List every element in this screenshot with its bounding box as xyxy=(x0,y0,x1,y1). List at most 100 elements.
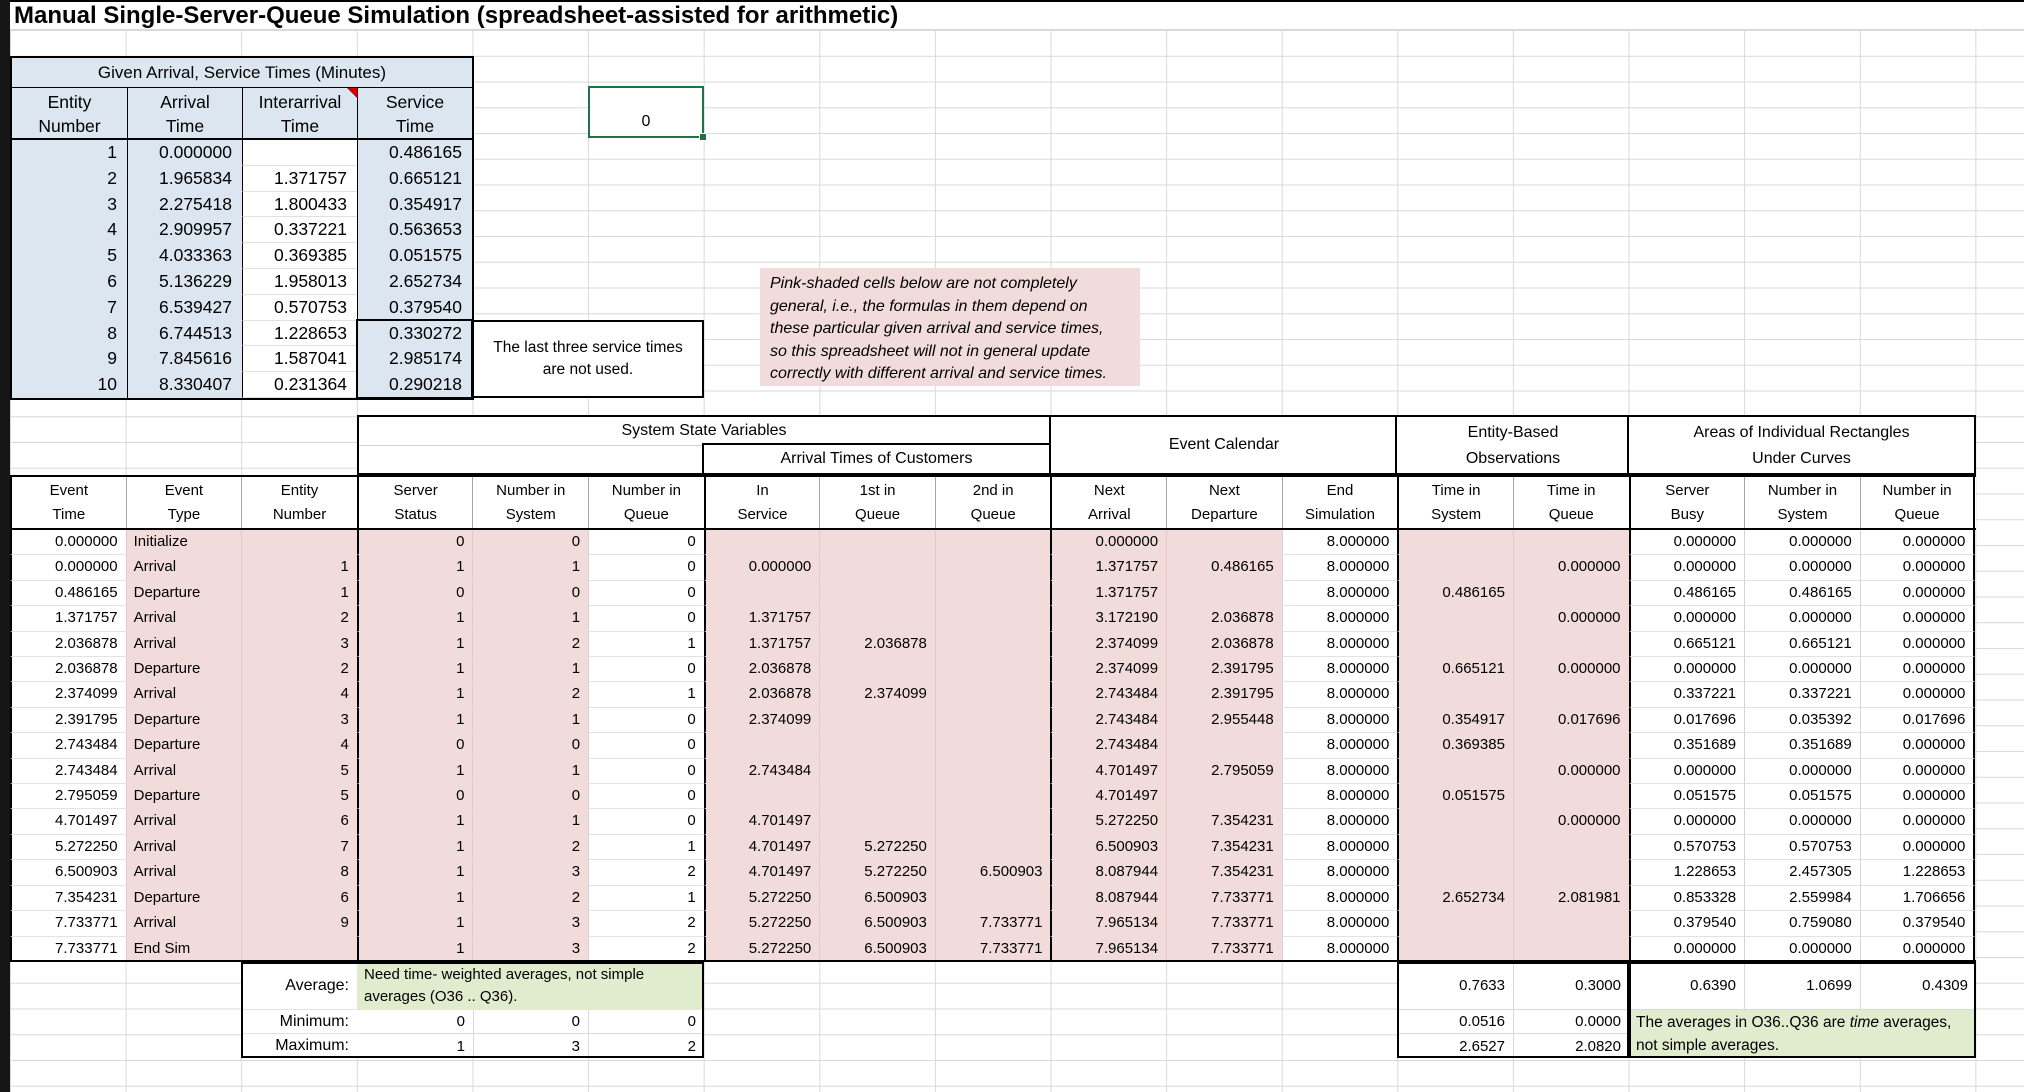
cell[interactable] xyxy=(934,580,1051,607)
cell[interactable]: 2.743484 xyxy=(1050,707,1167,734)
cell[interactable]: 9 xyxy=(241,911,357,937)
cell[interactable]: 0.4309 xyxy=(1860,962,1976,1010)
cell[interactable] xyxy=(934,682,1051,708)
column-header[interactable]: Event Time xyxy=(10,477,126,528)
cell[interactable]: 1.228653 xyxy=(1859,860,1976,886)
cell[interactable]: 5.272250 xyxy=(1050,809,1167,835)
cell[interactable]: 2 xyxy=(241,657,357,683)
cell[interactable] xyxy=(1512,936,1629,962)
cell[interactable]: 0.000000 xyxy=(1628,809,1745,835)
cell[interactable]: 2.036878 xyxy=(10,631,126,658)
cell[interactable]: 6.539427 xyxy=(127,294,242,321)
cell[interactable]: 0.486165 xyxy=(1744,580,1860,607)
cell[interactable]: 0.354917 xyxy=(1397,707,1513,734)
cell[interactable]: Arrival xyxy=(125,834,242,861)
cell[interactable]: 2.795059 xyxy=(1166,758,1282,785)
cell[interactable] xyxy=(1166,784,1282,810)
cell[interactable]: 8 xyxy=(241,860,357,886)
cell[interactable]: 2.457305 xyxy=(1744,860,1860,886)
cell[interactable]: 7.733771 xyxy=(10,936,126,962)
cell[interactable] xyxy=(1397,606,1513,632)
column-header[interactable]: Number in System xyxy=(472,477,589,528)
cell[interactable] xyxy=(934,555,1051,581)
cell[interactable]: 8.000000 xyxy=(1281,631,1398,658)
cell[interactable]: 0.035392 xyxy=(1744,707,1860,734)
cell[interactable]: 3.172190 xyxy=(1050,606,1167,632)
cell[interactable]: 8.000000 xyxy=(1281,784,1398,810)
cell[interactable]: 0.337221 xyxy=(242,217,357,244)
cell[interactable]: 4.701497 xyxy=(10,809,126,835)
cell[interactable] xyxy=(1166,733,1282,759)
cell[interactable] xyxy=(934,631,1051,658)
cell[interactable]: 1 xyxy=(472,809,589,835)
cell[interactable]: 1.371757 xyxy=(1050,555,1167,581)
cell[interactable]: 0 xyxy=(588,580,704,607)
minimum-label[interactable]: Minimum: xyxy=(241,1010,357,1034)
cell[interactable]: 1 xyxy=(357,1034,473,1058)
cell[interactable]: 2 xyxy=(472,682,589,708)
cell[interactable]: 0 xyxy=(472,784,589,810)
group-event-calendar[interactable]: Event Calendar xyxy=(1049,415,1399,475)
cell[interactable] xyxy=(703,733,820,759)
cell[interactable]: 2 xyxy=(588,860,704,886)
cell[interactable] xyxy=(1512,682,1629,708)
cell[interactable]: 0.000000 xyxy=(10,530,126,556)
cell[interactable]: 0 xyxy=(588,733,704,759)
cell[interactable]: 2.743484 xyxy=(10,758,126,785)
cell[interactable]: 6.500903 xyxy=(819,936,935,962)
cell[interactable]: 0.000000 xyxy=(1744,555,1860,581)
cell[interactable]: 0 xyxy=(356,580,473,607)
column-header[interactable]: End Simulation xyxy=(1281,477,1398,528)
cell[interactable]: 0.486165 xyxy=(1628,580,1745,607)
cell[interactable]: 5.272250 xyxy=(10,834,126,861)
cell[interactable]: 7.354231 xyxy=(1166,860,1282,886)
cell[interactable]: 0.231364 xyxy=(242,372,357,398)
cell[interactable]: Arrival xyxy=(125,606,242,632)
cell[interactable]: 4.701497 xyxy=(703,834,820,861)
cell[interactable] xyxy=(703,530,820,556)
cell[interactable] xyxy=(1397,555,1513,581)
cell[interactable] xyxy=(1512,911,1629,937)
cell[interactable]: 0.000000 xyxy=(1050,530,1167,556)
group-entity-based[interactable]: Entity-Based Observations xyxy=(1395,415,1631,475)
cell[interactable] xyxy=(934,733,1051,759)
cell[interactable]: 0.017696 xyxy=(1512,707,1629,734)
cell[interactable]: 6 xyxy=(241,809,357,835)
cell[interactable]: 6.500903 xyxy=(10,860,126,886)
cell[interactable]: 7.733771 xyxy=(1166,885,1282,912)
cell[interactable]: 0.000000 xyxy=(703,555,820,581)
cell[interactable] xyxy=(934,707,1051,734)
cell[interactable]: 7.733771 xyxy=(10,911,126,937)
cell[interactable]: 0.000000 xyxy=(10,555,126,581)
cell[interactable]: 7.354231 xyxy=(10,885,126,912)
cell[interactable] xyxy=(1397,834,1513,861)
cell[interactable]: 6.744513 xyxy=(127,320,242,347)
cell[interactable]: 4.033363 xyxy=(127,243,242,269)
cell[interactable]: 7.733771 xyxy=(934,911,1051,937)
cell[interactable]: 6.500903 xyxy=(1050,834,1167,861)
cell[interactable]: 0.051575 xyxy=(1744,784,1860,810)
cell[interactable] xyxy=(1397,809,1513,835)
column-header[interactable]: 1st in Queue xyxy=(819,477,935,528)
cell[interactable]: 0.051575 xyxy=(357,243,472,269)
cell[interactable]: 7.965134 xyxy=(1050,911,1167,937)
cell[interactable] xyxy=(819,580,935,607)
cell[interactable]: 2.036878 xyxy=(1166,631,1282,658)
cell[interactable]: 0.000000 xyxy=(1859,682,1976,708)
cell[interactable]: 2.374099 xyxy=(1050,657,1167,683)
cell[interactable]: 0.0516 xyxy=(1397,1010,1513,1034)
cell[interactable]: 0.379540 xyxy=(1628,911,1745,937)
cell[interactable]: 0.570753 xyxy=(1744,834,1860,861)
cell[interactable] xyxy=(241,530,357,556)
cell[interactable]: 2 xyxy=(588,936,704,962)
cell[interactable]: 0 xyxy=(356,733,473,759)
cell[interactable]: 0.000000 xyxy=(1859,733,1976,759)
cell[interactable] xyxy=(1397,758,1513,785)
page-title[interactable]: Manual Single-Server-Queue Simulation (s… xyxy=(14,2,899,29)
cell[interactable]: 7.733771 xyxy=(1166,936,1282,962)
group-areas[interactable]: Areas of Individual Rectangles Under Cur… xyxy=(1627,415,1976,475)
cell[interactable]: 0.853328 xyxy=(1628,885,1745,912)
cell[interactable] xyxy=(1397,860,1513,886)
cell[interactable] xyxy=(703,784,820,810)
pink-cells-note[interactable]: Pink-shaded cells below are not complete… xyxy=(760,268,1140,386)
